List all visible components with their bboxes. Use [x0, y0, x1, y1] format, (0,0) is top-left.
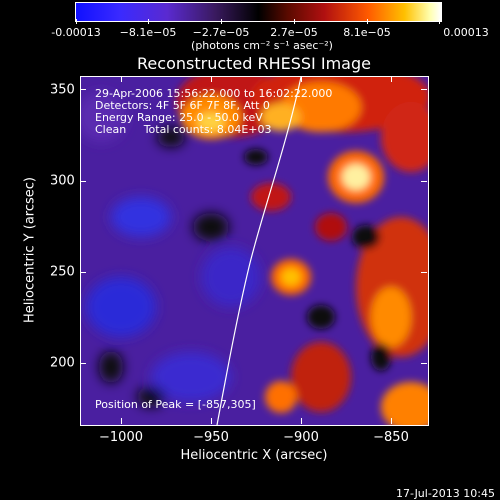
x-tick-label: −850 [373, 430, 409, 445]
y-tick [421, 272, 427, 273]
y-tick-label: 250 [50, 264, 75, 280]
x-tick [211, 418, 212, 424]
annotation-time-range: 29-Apr-2006 15:56:22.000 to 16:02:22.000 [95, 87, 333, 100]
colorbar-tick [221, 19, 222, 24]
x-tick [391, 76, 392, 82]
annotation-total-counts: Clean Total counts: 8.04E+03 [95, 123, 272, 136]
colorbar [75, 2, 442, 24]
x-tick [301, 418, 302, 424]
colorbar-tick [148, 19, 149, 24]
y-tick [80, 89, 86, 90]
colorbar-units: (photons cm⁻² s⁻¹ asec⁻²) [191, 39, 333, 52]
x-tick [121, 418, 122, 424]
x-axis-title: Heliocentric X (arcsec) [180, 448, 328, 463]
y-axis-title: Heliocentric Y (arcsec) [22, 177, 38, 323]
x-tick-label: −950 [193, 430, 229, 445]
y-tick-label: 200 [50, 355, 75, 371]
y-tick [80, 363, 86, 364]
colorbar-label: 8.1e−05 [343, 26, 391, 39]
colorbar-label: −2.7e−05 [192, 26, 250, 39]
annotation-energy-range: Energy Range: 25.0 - 50.0 keV [95, 111, 263, 124]
rhessi-image: 29-Apr-2006 15:56:22.000 to 16:02:22.000… [80, 76, 429, 426]
y-tick-label: 350 [50, 82, 75, 98]
colorbar-tick [439, 19, 440, 24]
y-tick [80, 181, 86, 182]
image-map [81, 77, 428, 425]
colorbar-tick [294, 19, 295, 24]
annotation-peak-position: Position of Peak = [-857,305] [95, 398, 256, 411]
colorbar-tick [367, 19, 368, 24]
y-tick [421, 181, 427, 182]
x-tick-label: −900 [283, 430, 319, 445]
y-tick [80, 272, 86, 273]
annotation-detectors: Detectors: 4F 5F 6F 7F 8F, Att 0 [95, 99, 270, 112]
y-tick [421, 363, 427, 364]
plot-title: Reconstructed RHESSI Image [137, 54, 371, 73]
timestamp-footer: 17-Jul-2013 10:45 [395, 487, 495, 500]
x-tick [211, 76, 212, 82]
colorbar-tick [76, 19, 77, 24]
colorbar-label-max: 0.00013 [443, 26, 489, 39]
x-tick [391, 418, 392, 424]
x-tick [121, 76, 122, 82]
x-tick-label: −1000 [99, 430, 143, 445]
colorbar-label-min: -0.00013 [51, 26, 101, 39]
y-tick [421, 89, 427, 90]
colorbar-label: −8.1e−05 [119, 26, 177, 39]
y-tick-label: 300 [50, 173, 75, 189]
x-tick [301, 76, 302, 82]
colorbar-label: 2.7e−05 [270, 26, 318, 39]
